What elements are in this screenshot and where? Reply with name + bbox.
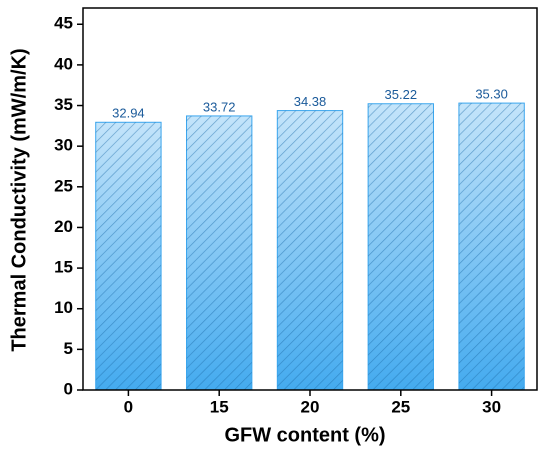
- bar-hatch: [95, 122, 162, 390]
- y-tick-label: 15: [54, 258, 73, 277]
- y-tick-label: 45: [54, 14, 73, 33]
- bar-hatch: [186, 115, 252, 391]
- x-tick-label: 20: [301, 397, 320, 416]
- plot-frame: [82, 7, 538, 391]
- x-axis-label: GFW content (%): [224, 424, 385, 446]
- y-tick-label: 0: [64, 379, 73, 398]
- value-label: 32.94: [112, 106, 145, 121]
- y-tick-label: 30: [54, 136, 73, 155]
- x-tick-label: 0: [124, 397, 133, 416]
- bar-hatch: [458, 103, 525, 390]
- value-label: 35.22: [385, 87, 418, 102]
- x-tick-label: 25: [391, 397, 410, 416]
- value-label: 34.38: [294, 94, 327, 109]
- y-axis-label: Thermal Conductivity (mW/m/K): [8, 48, 30, 351]
- x-tick-label: 15: [210, 397, 229, 416]
- y-tick-label: 5: [64, 339, 73, 358]
- y-tick-label: 20: [54, 217, 73, 236]
- y-tick-label: 25: [54, 176, 73, 195]
- x-tick-label: 30: [482, 397, 501, 416]
- y-tick-label: 10: [54, 298, 73, 317]
- y-tick-label: 40: [54, 54, 73, 73]
- y-tick-label: 35: [54, 95, 73, 114]
- value-label: 35.30: [475, 87, 508, 102]
- bar-hatch: [277, 110, 343, 391]
- value-label: 33.72: [203, 99, 236, 114]
- plot-area: 32.94 0 33.72 15 34.38 20 35.22 25 35.30 30 0 5 10 15…: [54, 7, 538, 416]
- bar-hatch: [368, 103, 434, 390]
